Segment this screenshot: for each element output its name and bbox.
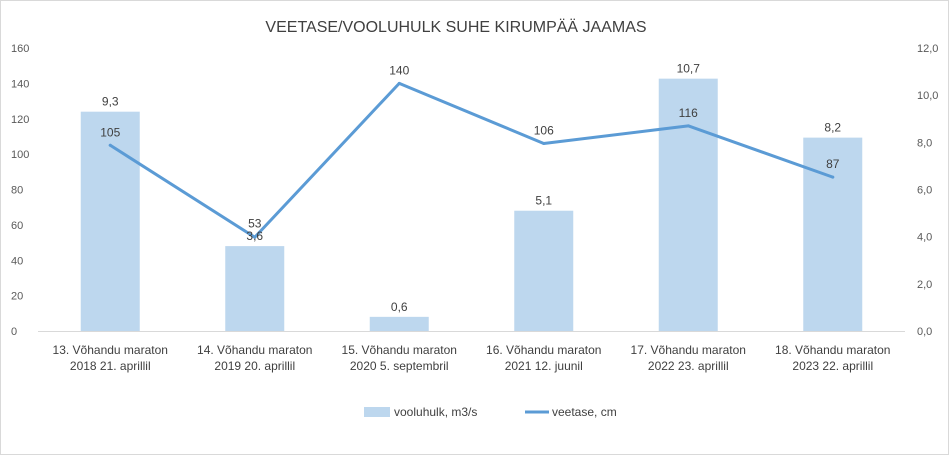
line-data-label: 53 [248,216,262,230]
line-data-label: 105 [100,125,120,139]
x-tick-label: 2018 21. aprillil [70,359,151,373]
line-point [108,143,112,147]
bar-data-label: 5,1 [535,194,552,208]
bar-data-label: 3,6 [246,229,263,243]
x-tick-label: 2021 12. juunil [505,359,583,373]
x-tick-label: 14. Võhandu maraton [197,343,312,357]
x-tick-label: 2022 23. aprillil [648,359,729,373]
x-tick-label: 18. Võhandu maraton [775,343,890,357]
y-right-tick-label: 6,0 [917,185,932,197]
y-left-tick-label: 60 [11,220,23,232]
y-left-tick-label: 40 [11,255,23,267]
bar-data-label: 9,3 [102,95,119,109]
bar-data-label: 8,2 [824,121,841,135]
y-left-tick-label: 140 [11,78,29,90]
y-left-tick-label: 0 [11,326,17,338]
y-right-tick-label: 2,0 [917,279,932,291]
series-line [108,81,835,239]
y-right-tick-label: 10,0 [917,90,938,102]
legend-line-label: veetase, cm [552,405,617,419]
y-left-tick-label: 160 [11,43,29,55]
y-right-tick-label: 0,0 [917,326,932,338]
chart-title: VEETASE/VOOLUHULK SUHE KIRUMPÄÄ JAAMAS [265,18,646,36]
y-left-tick-label: 80 [11,185,23,197]
x-tick-label: 2019 20. aprillil [214,359,295,373]
line-point [397,81,401,85]
line-point [831,175,835,179]
legend: vooluhulk, m3/s veetase, cm [364,405,617,419]
bar [514,210,574,331]
y-right-tick-label: 12,0 [917,43,938,55]
y-left-tick-label: 100 [11,149,29,161]
y-left-tick-label: 20 [11,291,23,303]
line-data-label: 116 [679,106,698,120]
y-right-tick-label: 8,0 [917,137,932,149]
y-right-tick-label: 4,0 [917,232,932,244]
bar [369,316,429,331]
x-tick-label: 2023 22. aprillil [792,359,873,373]
axes-layer: 0 20 40 60 80 100 120 140 160 0,0 2,0 4,0 6,0 8,0 10,0… [11,43,938,373]
bar [80,111,140,331]
bar-data-label: 0,6 [391,300,408,314]
legend-bar-swatch [364,407,390,417]
bar [658,78,718,332]
x-tick-label: 17. Võhandu maraton [631,343,746,357]
bar [225,246,285,331]
x-tick-label: 15. Võhandu maraton [342,343,457,357]
line-data-label: 140 [389,63,409,77]
bar-data-label: 10,7 [677,62,701,76]
line-point [686,124,690,128]
x-tick-label: 2020 5. septembril [350,359,449,373]
data-labels-layer: 9,3 3,6 0,6 5,1 10,7 8,2 105 53 140 106 116 87 [100,62,841,314]
legend-bar-label: vooluhulk, m3/s [394,405,477,419]
line-point [542,142,546,146]
bars-layer [80,78,863,332]
y-left-tick-label: 120 [11,114,29,126]
x-tick-label: 13. Võhandu maraton [53,343,168,357]
line-point [253,235,257,239]
line-data-label: 87 [826,157,840,171]
line-data-label: 106 [534,124,554,138]
x-tick-label: 16. Võhandu maraton [486,343,601,357]
line-layer [108,81,835,239]
